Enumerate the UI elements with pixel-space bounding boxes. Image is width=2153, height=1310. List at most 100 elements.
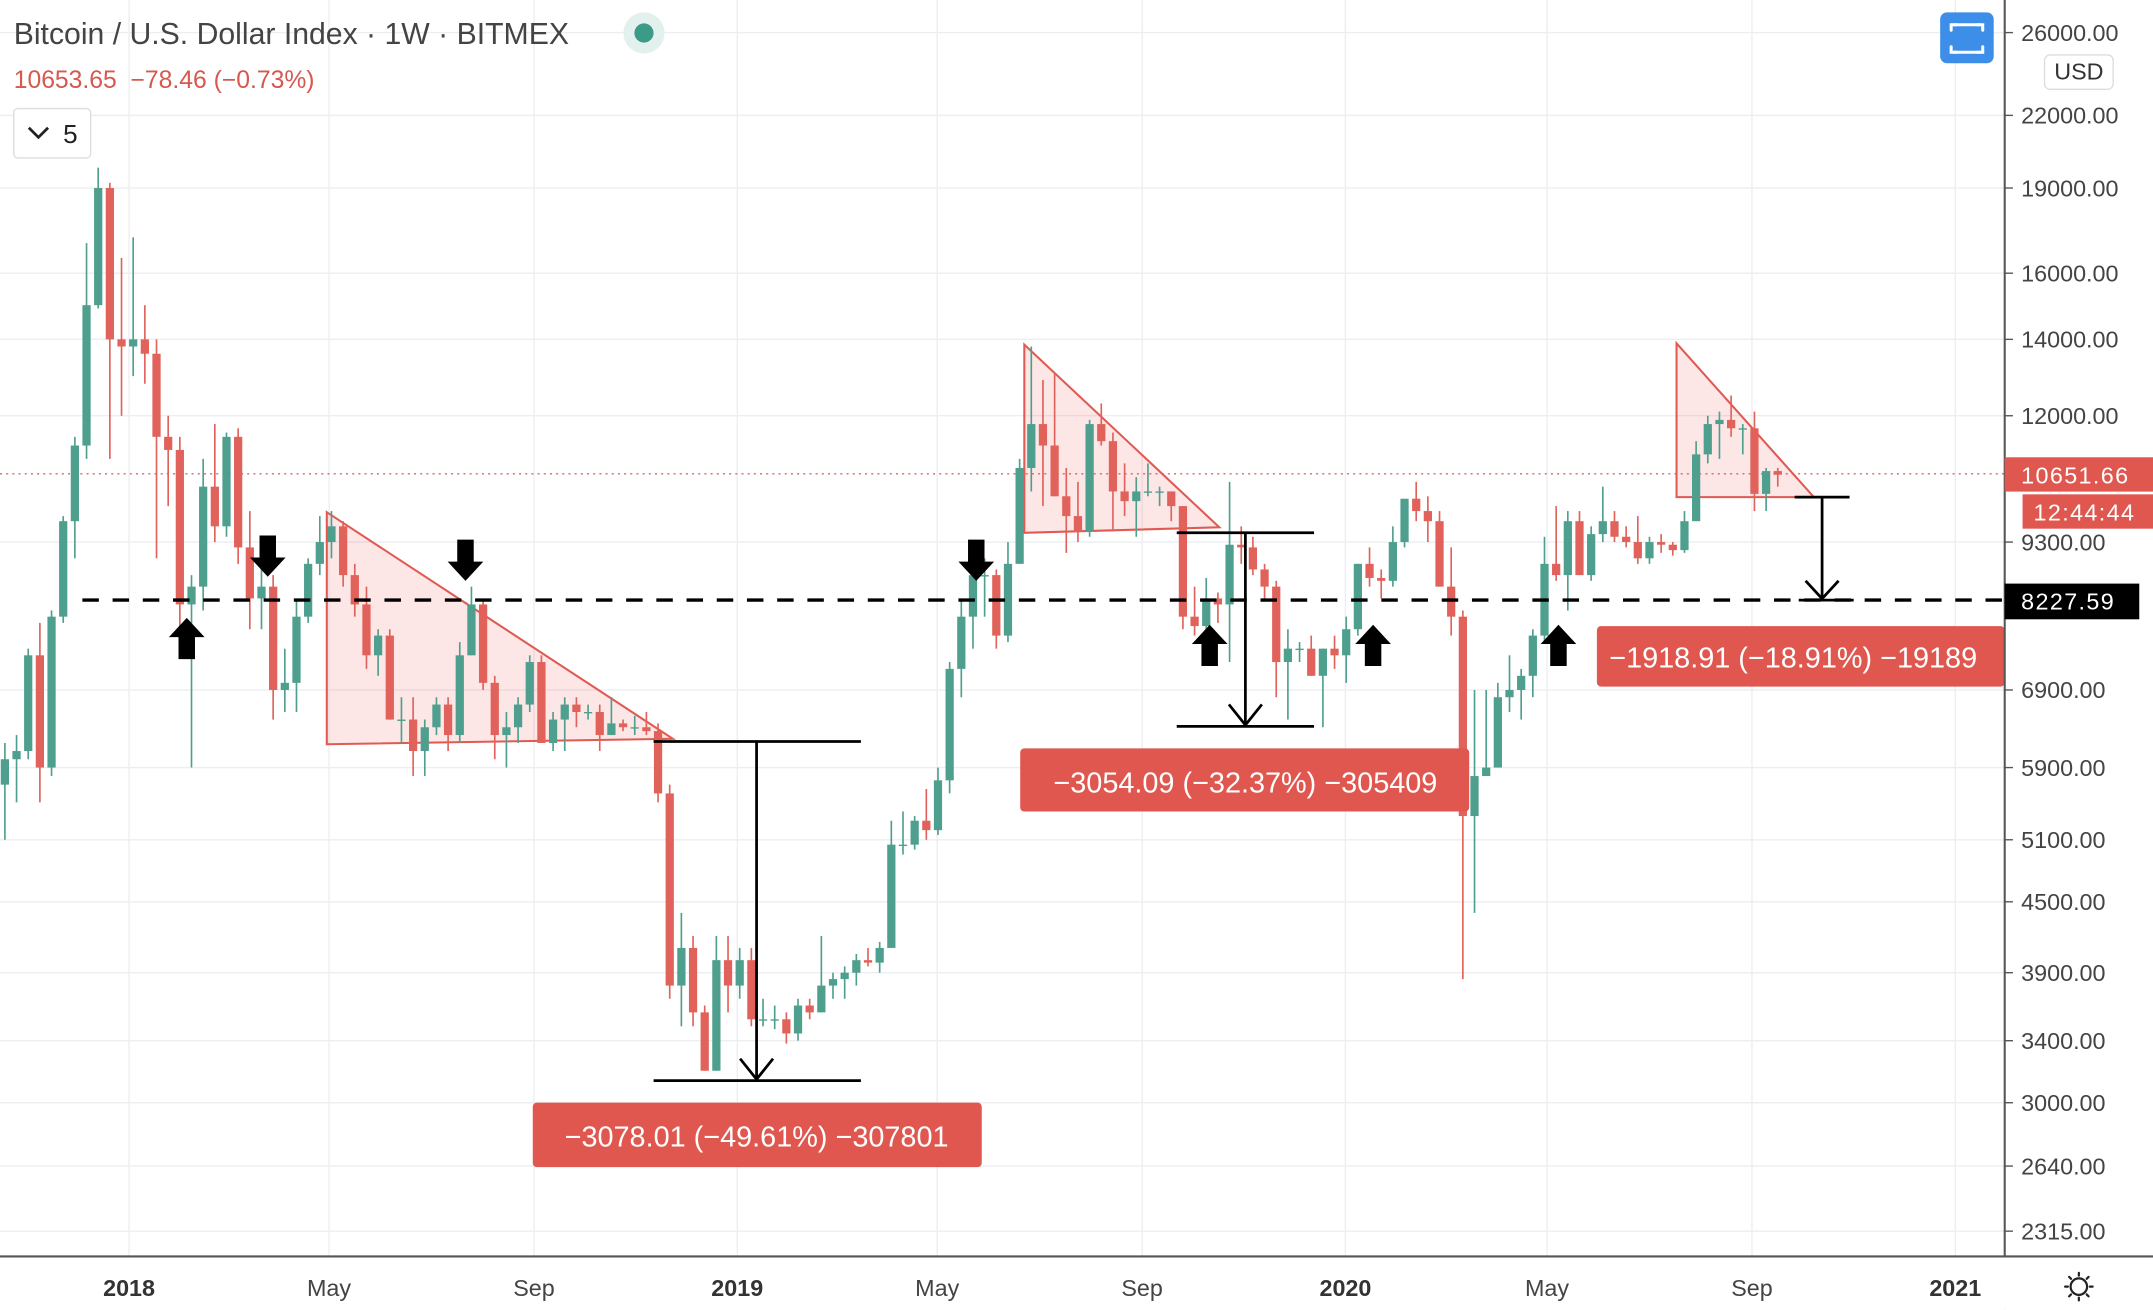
candle-body bbox=[234, 436, 243, 548]
candle-body bbox=[105, 188, 114, 340]
arrow-down-icon[interactable] bbox=[958, 539, 995, 581]
status-dot bbox=[623, 12, 665, 54]
candle bbox=[700, 1005, 709, 1071]
candle-body bbox=[1342, 629, 1351, 656]
arrow-up-icon[interactable] bbox=[1191, 624, 1228, 666]
triangle-pattern-2[interactable] bbox=[1023, 342, 1222, 534]
candle-body bbox=[1073, 516, 1083, 532]
candle-body bbox=[513, 704, 523, 728]
candle bbox=[1633, 516, 1642, 564]
arrow-down-icon[interactable] bbox=[249, 535, 286, 577]
candle-body bbox=[968, 575, 978, 617]
candle-body bbox=[1458, 616, 1467, 817]
candle bbox=[1470, 689, 1479, 913]
price-tick-label: 5900.00 bbox=[2021, 755, 2105, 781]
triangle-pattern-1[interactable] bbox=[325, 510, 677, 746]
candle-body bbox=[0, 759, 10, 785]
candle-body bbox=[1761, 471, 1771, 494]
candle bbox=[1342, 616, 1351, 683]
candle-body bbox=[957, 616, 966, 669]
candle-body bbox=[1120, 491, 1129, 502]
candle bbox=[933, 767, 943, 835]
candle-body bbox=[280, 682, 289, 690]
candle bbox=[863, 947, 873, 967]
candle-body bbox=[1143, 491, 1153, 493]
candle-body bbox=[1318, 648, 1328, 676]
candle-body bbox=[152, 353, 161, 437]
candle-body bbox=[1657, 542, 1666, 545]
candle bbox=[1027, 346, 1036, 492]
candle bbox=[992, 569, 1001, 649]
candle-body bbox=[1482, 767, 1491, 777]
candle bbox=[350, 563, 359, 617]
candle bbox=[887, 820, 896, 948]
candle bbox=[735, 947, 744, 999]
candle-body bbox=[1715, 419, 1724, 425]
arrow-up-icon[interactable] bbox=[1355, 624, 1391, 666]
candle bbox=[374, 629, 383, 676]
candle bbox=[607, 697, 616, 736]
candle-body bbox=[1726, 419, 1736, 429]
gear-icon[interactable] bbox=[2064, 1271, 2094, 1302]
candle bbox=[1097, 403, 1106, 446]
candle bbox=[199, 458, 208, 611]
candle-body bbox=[1190, 616, 1199, 627]
candle bbox=[327, 511, 336, 559]
candle bbox=[385, 629, 394, 720]
svg-text:USD: USD bbox=[2054, 59, 2103, 85]
arrow-down-icon[interactable] bbox=[447, 539, 484, 581]
candle bbox=[70, 436, 79, 559]
time-tick-label: Sep bbox=[513, 1275, 555, 1301]
arrow-up-icon[interactable] bbox=[168, 617, 205, 660]
candle-body bbox=[1015, 467, 1024, 564]
candle bbox=[1400, 498, 1409, 548]
price-tick-label: 22000.00 bbox=[2021, 103, 2118, 129]
candle-body bbox=[525, 662, 534, 705]
candle bbox=[59, 516, 68, 623]
candle bbox=[1318, 648, 1328, 728]
svg-text:12:44:44: 12:44:44 bbox=[2034, 499, 2136, 525]
price-tick-label: 3900.00 bbox=[2021, 960, 2105, 986]
candle-body bbox=[117, 339, 126, 347]
candle-body bbox=[187, 586, 196, 605]
candle bbox=[875, 941, 884, 973]
measure-tool-1[interactable] bbox=[653, 740, 861, 1083]
candle bbox=[478, 598, 488, 690]
candle-body bbox=[852, 960, 861, 973]
countdown-badge: 12:44:44 bbox=[2022, 494, 2153, 529]
measure-tool-2[interactable] bbox=[1176, 531, 1315, 728]
price-tick-label: 2640.00 bbox=[2021, 1153, 2105, 1179]
candle bbox=[1003, 542, 1013, 643]
candle-body bbox=[863, 960, 873, 963]
candle bbox=[1435, 511, 1444, 587]
price-tick-label: 9300.00 bbox=[2021, 529, 2105, 555]
candle-body bbox=[595, 712, 604, 736]
candle bbox=[1388, 526, 1397, 587]
candle bbox=[548, 712, 558, 752]
candle bbox=[1155, 486, 1164, 507]
candle bbox=[187, 575, 196, 768]
candle-body bbox=[1435, 521, 1444, 587]
arrow-up-icon[interactable] bbox=[1540, 624, 1577, 666]
candle-body bbox=[304, 563, 313, 617]
measure-tool-3[interactable] bbox=[1794, 495, 1854, 602]
symbol-title[interactable]: Bitcoin / U.S. Dollar Index · 1W · BITME… bbox=[14, 18, 569, 51]
candle bbox=[1365, 547, 1374, 587]
candle bbox=[1085, 419, 1094, 537]
candle-body bbox=[560, 704, 569, 720]
price-axis[interactable] bbox=[2004, 0, 2153, 1310]
candle bbox=[957, 598, 966, 698]
time-axis[interactable] bbox=[0, 1256, 2153, 1310]
fullscreen-button[interactable] bbox=[1940, 12, 1994, 64]
indicators-toggle-button[interactable]: 5 bbox=[13, 107, 92, 159]
candle-body bbox=[374, 635, 383, 656]
chevron-down-icon bbox=[27, 126, 50, 140]
triangle-pattern-3[interactable] bbox=[1675, 340, 1817, 499]
candle-body bbox=[129, 339, 138, 347]
candle-body bbox=[1213, 598, 1223, 605]
candle bbox=[47, 610, 56, 777]
candle-body bbox=[548, 719, 558, 743]
currency-button[interactable]: USD bbox=[2043, 54, 2114, 90]
svg-text:−3078.01 (−49.61%) −307801: −3078.01 (−49.61%) −307801 bbox=[565, 1122, 949, 1154]
